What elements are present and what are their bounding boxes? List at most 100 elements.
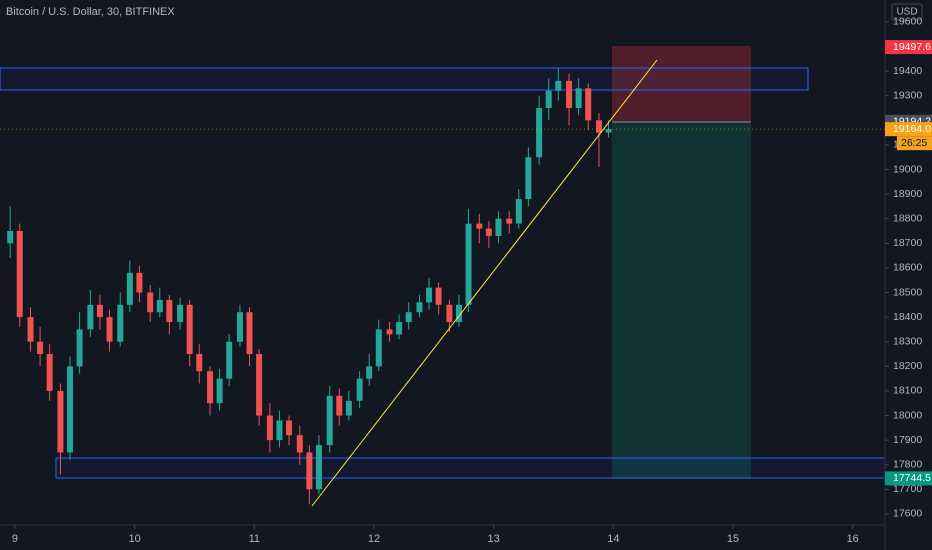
chart-title: Bitcoin / U.S. Dollar, 30, BITFINEX [6, 6, 175, 18]
x-tick-label: 12 [368, 533, 380, 545]
candle-body [515, 199, 522, 224]
candle-body [426, 287, 433, 303]
candle-body [545, 90, 552, 109]
candle-body [495, 218, 502, 236]
y-tick-label: 17600 [893, 508, 922, 520]
y-tick-label: 18600 [893, 262, 922, 274]
candle-body [585, 88, 592, 121]
candle-body [106, 317, 113, 342]
candle-body [326, 395, 333, 446]
candle-body [147, 292, 154, 313]
drawings [0, 46, 886, 479]
x-tick-label: 16 [847, 533, 859, 545]
y-tick-label: 19400 [893, 65, 922, 77]
y-tick-label: 17700 [893, 483, 922, 495]
candle-body [396, 322, 403, 335]
y-tick-label: 18700 [893, 237, 922, 249]
y-tick-label: 18300 [893, 335, 922, 347]
y-tick-label: 19600 [893, 16, 922, 28]
x-tick-label: 10 [129, 533, 141, 545]
candles [7, 68, 612, 505]
y-tick-label: 18800 [893, 212, 922, 224]
candle-body [446, 304, 453, 323]
candle-body [37, 341, 44, 355]
x-tick-label: 13 [488, 533, 500, 545]
candle-body [46, 354, 53, 391]
price-label: 19164.0 [893, 123, 931, 135]
candle-body [256, 354, 263, 416]
candle-body [356, 378, 363, 401]
candle-body [566, 80, 573, 109]
x-tick-label: 14 [607, 533, 619, 545]
candle-body [276, 420, 283, 441]
candle-body [575, 88, 582, 109]
candle-body [315, 445, 322, 490]
y-tick-label: 18000 [893, 409, 922, 421]
candle-body [405, 312, 412, 323]
candle-body [605, 129, 612, 133]
candle-body [266, 415, 273, 441]
candle-body [196, 354, 203, 372]
y-tick-label: 18400 [893, 311, 922, 323]
candle-body [126, 272, 133, 305]
candle-body [87, 304, 94, 330]
x-tick-label: 15 [727, 533, 739, 545]
y-tick-label: 18200 [893, 360, 922, 372]
candle-body [177, 304, 184, 323]
candle-body [7, 231, 14, 244]
candle-body [136, 272, 143, 293]
candle-body [476, 223, 483, 229]
candle-body [16, 231, 23, 318]
candle-body [236, 312, 243, 342]
candle-body [57, 390, 64, 453]
candle-body [536, 108, 543, 158]
candle-body [416, 302, 423, 313]
y-tick-label: 17900 [893, 434, 922, 446]
candle-body [286, 420, 293, 436]
trend-line [311, 59, 658, 507]
candle-body [435, 287, 442, 305]
candle-body [246, 312, 253, 355]
candle-body [226, 341, 233, 379]
candle-body [455, 304, 462, 323]
candle-body [27, 317, 34, 342]
stop-zone [612, 46, 751, 122]
resistance-zone [0, 67, 809, 91]
candle-body [465, 223, 472, 305]
countdown: 26:25 [901, 137, 927, 149]
candle-body [345, 400, 352, 416]
candle-body [366, 366, 373, 379]
axes: 17600 17700 17800 17900 18000 18100 18200 18300… [0, 16, 932, 545]
x-tick-label: 11 [249, 533, 260, 545]
x-tick-label: 9 [12, 533, 18, 545]
y-tick-label: 18900 [893, 188, 922, 200]
candle-body [67, 366, 74, 453]
price-label-box [885, 122, 932, 137]
candle-body [595, 120, 602, 133]
price-label-box [885, 40, 932, 55]
y-tick-label: 18500 [893, 286, 922, 298]
candle-body [555, 80, 562, 91]
candle-body [156, 299, 163, 313]
candle-body [485, 228, 492, 236]
candle-body [96, 304, 103, 318]
candle-body [216, 378, 223, 404]
candle-body [525, 157, 532, 200]
candle-body [306, 452, 313, 490]
price-label: 17744.5 [893, 472, 931, 484]
currency-box [891, 3, 923, 21]
y-tick-label: 17800 [893, 459, 922, 471]
candle-body [375, 329, 382, 367]
candle-body [386, 329, 393, 335]
target-zone [612, 122, 751, 479]
price-label-box [885, 471, 932, 486]
countdown-box [897, 136, 932, 151]
y-tick-label: 19000 [893, 163, 922, 175]
candle-body [76, 329, 83, 367]
candle-body [207, 371, 214, 404]
candle-body [296, 435, 303, 453]
candle-body [117, 304, 124, 342]
candle-body [166, 299, 173, 323]
